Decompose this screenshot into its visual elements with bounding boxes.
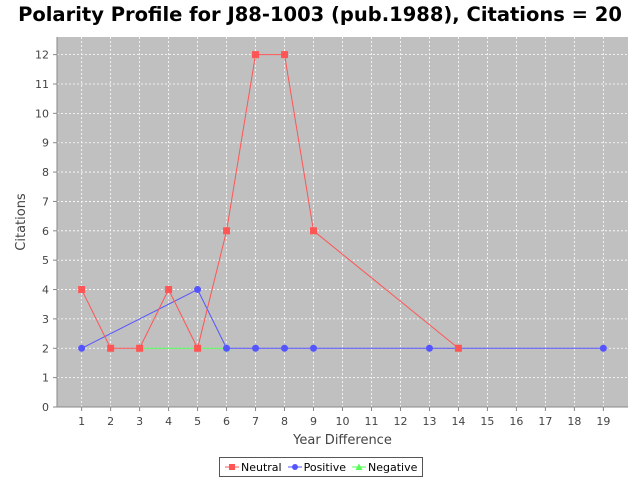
x-tick-label: 9 [310,415,317,428]
data-point-positive [310,344,318,352]
x-tick-label: 2 [107,415,114,428]
y-tick-label: 9 [42,137,49,150]
y-axis-label: Citations [14,193,29,251]
data-point-neutral [165,286,173,294]
data-point-positive [425,344,433,352]
legend-positive-label: Positive [303,460,347,474]
series-layer [78,51,607,352]
legend-negative-label: Negative [368,460,418,474]
x-tick-label: 11 [364,415,378,428]
y-tick-label: 12 [35,49,49,62]
x-tick-label: 6 [223,415,230,428]
x-tick-label: 17 [538,415,552,428]
series-positive-line [81,288,604,349]
y-tick-label: 11 [35,78,49,91]
axes: 1 2 3 4 5 6 7 8 9 10 11 12 13 14 15 16 17 18 1901234567891… [35,37,628,428]
data-point-neutral [194,344,202,352]
legend-positive-marker-icon [287,462,302,472]
x-tick-label: 10 [336,415,350,428]
data-point-neutral [78,286,86,294]
data-point-neutral [252,51,260,59]
y-tick-label: 0 [42,401,49,414]
data-point-positive [252,344,260,352]
y-tick-label: 6 [42,225,49,238]
series-neutral-line [81,54,459,350]
chart-title: Polarity Profile for J88-1003 (pub.1988)… [18,3,622,26]
x-tick-label: 19 [596,415,610,428]
data-point-positive [194,286,202,294]
data-point-positive [281,344,289,352]
data-point-neutral [107,344,115,352]
x-axis-label: Year Difference [292,433,392,448]
y-tick-label: 4 [42,284,49,297]
x-tick-label: 15 [480,415,494,428]
data-point-neutral [136,344,144,352]
x-tick-label: 5 [194,415,201,428]
data-point-positive [223,344,231,352]
y-tick-label: 5 [42,254,49,267]
x-tick-label: 13 [422,415,436,428]
legend-negative-marker-icon [352,462,367,472]
y-tick-label: 1 [42,372,49,385]
x-tick-label: 12 [393,415,407,428]
legend-neutral-label: Neutral [241,460,282,474]
data-point-positive [599,344,607,352]
x-tick-label: 18 [567,415,581,428]
x-tick-label: 7 [252,415,259,428]
data-point-neutral [281,51,289,59]
x-tick-label: 8 [281,415,288,428]
y-tick-label: 2 [42,342,49,355]
data-point-positive [78,344,86,352]
y-tick-label: 10 [35,107,49,120]
data-point-neutral [454,344,462,352]
legend-item-positive: Positive [287,460,347,474]
x-tick-label: 4 [165,415,172,428]
legend-item-negative: Negative [352,461,417,474]
legend: Neutral Positive Negative [219,457,424,477]
x-tick-label: 14 [451,415,465,428]
data-point-neutral [223,227,231,235]
y-tick-label: 8 [42,166,49,179]
x-tick-label: 1 [78,415,85,428]
data-point-neutral [310,227,318,235]
x-tick-label: 16 [509,415,523,428]
legend-item-neutral: Neutral [225,461,282,474]
y-tick-label: 7 [42,195,49,208]
x-tick-label: 3 [136,415,143,428]
y-tick-label: 3 [42,313,49,326]
series-positive [78,286,607,352]
series-neutral [78,51,462,352]
legend-neutral-marker-icon [225,462,239,472]
